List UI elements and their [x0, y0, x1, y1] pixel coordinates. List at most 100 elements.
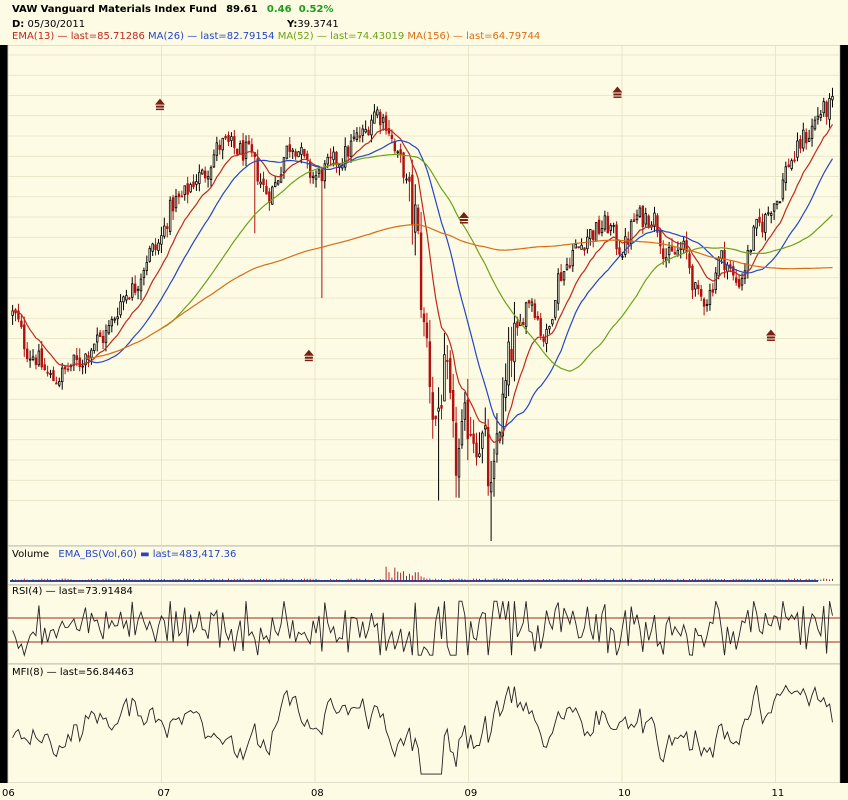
candle-up	[653, 212, 656, 227]
candle-down	[568, 265, 572, 268]
candle-down	[466, 399, 469, 440]
candle-down	[583, 247, 586, 251]
candle-up	[276, 180, 280, 185]
candle-down	[247, 140, 251, 145]
candle-up	[478, 453, 481, 457]
candle-up	[562, 271, 566, 281]
candle-up	[667, 247, 671, 256]
candle-down	[539, 318, 542, 336]
candle-up	[501, 393, 504, 437]
candle-down	[177, 193, 181, 198]
candle-up	[600, 228, 604, 233]
arrow-marker-bar	[766, 336, 775, 339]
candle-down	[186, 183, 189, 195]
candle-up	[113, 318, 116, 321]
candle-up	[323, 163, 327, 182]
candle-down	[66, 368, 70, 371]
candle-up	[81, 365, 84, 368]
candle-down	[393, 141, 397, 152]
axis-band	[0, 783, 848, 800]
candle-down	[449, 358, 452, 393]
candle-down	[34, 357, 38, 365]
candle-up	[364, 128, 367, 133]
candle-down	[419, 232, 423, 311]
candle-up	[297, 151, 300, 158]
candle-up	[594, 222, 598, 242]
candle-down	[346, 146, 350, 157]
candle-down	[758, 216, 761, 223]
candle-down	[656, 215, 659, 233]
candle-down	[787, 164, 790, 168]
candle-up	[326, 156, 329, 165]
candle-down	[128, 297, 131, 300]
candle-down	[408, 176, 411, 182]
candle-up	[11, 310, 14, 316]
candle-down	[805, 132, 808, 144]
x-tick-label: 11	[772, 788, 785, 799]
candle-up	[405, 178, 408, 181]
candle-up	[195, 181, 198, 185]
ma26-line	[85, 139, 834, 428]
candle-up	[796, 140, 799, 158]
candle-up	[119, 301, 122, 316]
candle-down	[422, 313, 426, 323]
candle-down	[536, 315, 540, 320]
candle-up	[104, 330, 108, 344]
candle-up	[638, 207, 642, 217]
candle-down	[78, 357, 81, 368]
candle-up	[93, 343, 96, 351]
candle-up	[174, 195, 178, 209]
candle-up	[291, 149, 294, 153]
candle-up	[84, 353, 87, 366]
candle-down	[335, 151, 338, 166]
arrow-marker-bar	[304, 359, 313, 362]
candle-up	[142, 270, 146, 279]
candle-up	[489, 482, 493, 493]
candle-up	[802, 129, 805, 149]
candle-down	[241, 140, 245, 161]
candle-down	[203, 170, 207, 179]
candle-down	[101, 335, 105, 343]
candle-up	[396, 151, 399, 154]
candle-up	[565, 264, 569, 270]
arrow-marker-bar	[304, 356, 313, 359]
candle-down	[265, 186, 268, 195]
candle-up	[148, 247, 151, 262]
candle-up	[708, 290, 712, 305]
candle-down	[533, 303, 537, 318]
candle-up	[189, 184, 192, 193]
candle-up	[273, 182, 277, 188]
arrow-marker-bar	[613, 93, 622, 96]
candle-up	[221, 137, 224, 151]
arrow-marker	[458, 212, 469, 218]
candle-down	[384, 115, 388, 131]
candle-down	[268, 191, 271, 204]
candle-up	[460, 420, 464, 446]
candle-up	[810, 125, 814, 139]
candle-up	[784, 166, 788, 184]
candle-up	[314, 175, 318, 180]
candle-up	[206, 176, 210, 180]
candle-up	[72, 354, 76, 366]
candle-up	[60, 367, 64, 383]
arrow-marker-bar	[459, 222, 468, 224]
fund-name: Vanguard Materials Index Fund	[40, 4, 217, 15]
candle-down	[416, 207, 420, 231]
candle-down	[431, 392, 434, 420]
y-label: Y:	[287, 19, 298, 30]
candle-down	[46, 371, 49, 374]
candle-down	[662, 248, 665, 260]
candle-down	[236, 148, 239, 155]
candle-up	[574, 243, 577, 249]
candle-down	[154, 244, 157, 250]
candle-down	[288, 144, 291, 152]
candle-up	[495, 433, 499, 455]
candle-up	[749, 250, 752, 253]
candle-up	[279, 174, 283, 183]
candle-down	[329, 156, 332, 159]
candle-down	[20, 320, 23, 328]
candle-up	[740, 277, 744, 286]
candle-down	[702, 298, 706, 307]
